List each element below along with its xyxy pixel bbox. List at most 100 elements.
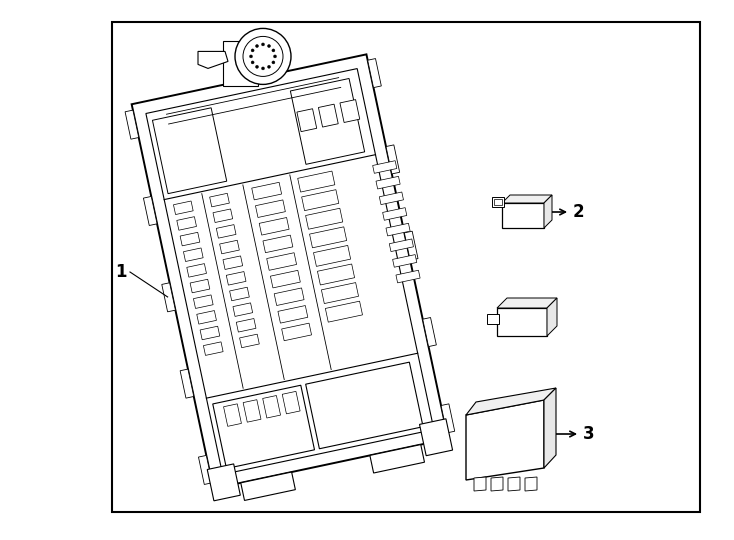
Polygon shape — [241, 472, 295, 501]
Polygon shape — [203, 342, 223, 355]
Polygon shape — [190, 279, 210, 293]
Polygon shape — [508, 477, 520, 491]
Polygon shape — [278, 306, 308, 323]
Polygon shape — [487, 314, 499, 324]
Polygon shape — [389, 239, 413, 252]
Polygon shape — [270, 271, 300, 288]
Polygon shape — [239, 334, 259, 348]
Polygon shape — [368, 58, 382, 87]
Polygon shape — [373, 161, 397, 173]
Polygon shape — [466, 388, 556, 415]
Polygon shape — [502, 203, 544, 228]
Polygon shape — [298, 171, 335, 192]
Polygon shape — [497, 298, 557, 308]
Polygon shape — [275, 288, 304, 306]
Polygon shape — [224, 404, 241, 426]
Polygon shape — [325, 301, 363, 322]
Polygon shape — [379, 192, 404, 205]
Polygon shape — [207, 464, 240, 501]
Polygon shape — [313, 245, 351, 266]
Polygon shape — [386, 145, 399, 174]
Polygon shape — [210, 193, 229, 207]
Polygon shape — [423, 318, 436, 347]
Polygon shape — [131, 55, 448, 489]
Polygon shape — [404, 231, 418, 260]
Polygon shape — [223, 256, 243, 269]
Polygon shape — [396, 270, 420, 283]
Circle shape — [267, 44, 271, 48]
Polygon shape — [305, 208, 343, 229]
Polygon shape — [291, 78, 365, 164]
Polygon shape — [259, 218, 289, 235]
Polygon shape — [153, 108, 227, 194]
Polygon shape — [184, 248, 203, 261]
Polygon shape — [252, 183, 282, 200]
Polygon shape — [282, 323, 311, 341]
Polygon shape — [441, 404, 454, 433]
Polygon shape — [243, 400, 261, 422]
Polygon shape — [219, 240, 239, 254]
Polygon shape — [494, 199, 502, 205]
Polygon shape — [200, 326, 219, 340]
Polygon shape — [125, 110, 139, 139]
Circle shape — [255, 44, 258, 48]
Polygon shape — [305, 362, 423, 449]
Polygon shape — [297, 109, 316, 132]
Polygon shape — [266, 253, 297, 271]
Polygon shape — [213, 209, 233, 222]
Polygon shape — [213, 385, 314, 469]
Polygon shape — [283, 392, 300, 414]
Circle shape — [267, 65, 271, 68]
Circle shape — [272, 61, 275, 64]
Polygon shape — [143, 197, 157, 226]
Polygon shape — [502, 195, 552, 203]
Polygon shape — [370, 444, 424, 473]
Circle shape — [255, 65, 258, 68]
Polygon shape — [236, 319, 256, 332]
Polygon shape — [466, 400, 544, 480]
Polygon shape — [382, 208, 407, 220]
Polygon shape — [186, 264, 206, 277]
Polygon shape — [497, 308, 547, 336]
Polygon shape — [180, 369, 194, 398]
Polygon shape — [223, 42, 258, 86]
Polygon shape — [340, 99, 360, 123]
Polygon shape — [230, 287, 250, 301]
Polygon shape — [263, 395, 280, 418]
Polygon shape — [491, 477, 503, 491]
Polygon shape — [263, 235, 293, 253]
Polygon shape — [525, 477, 537, 491]
Polygon shape — [177, 217, 197, 230]
Polygon shape — [474, 477, 486, 491]
Polygon shape — [146, 69, 434, 475]
Polygon shape — [302, 190, 339, 211]
Polygon shape — [194, 295, 213, 308]
Polygon shape — [255, 200, 286, 218]
Polygon shape — [173, 201, 193, 214]
Circle shape — [261, 43, 264, 46]
Polygon shape — [492, 197, 504, 207]
Polygon shape — [198, 455, 212, 484]
Polygon shape — [547, 298, 557, 336]
Polygon shape — [310, 227, 346, 248]
Polygon shape — [112, 22, 700, 512]
Polygon shape — [393, 254, 417, 267]
Text: 3: 3 — [583, 425, 595, 443]
Polygon shape — [321, 282, 358, 303]
Circle shape — [251, 49, 254, 52]
Polygon shape — [161, 283, 175, 312]
Polygon shape — [180, 232, 200, 246]
Polygon shape — [317, 264, 355, 285]
Polygon shape — [233, 303, 252, 316]
Text: 1: 1 — [115, 263, 127, 281]
Polygon shape — [544, 388, 556, 468]
Polygon shape — [386, 224, 410, 236]
Polygon shape — [319, 104, 338, 127]
Circle shape — [272, 49, 275, 52]
Polygon shape — [544, 195, 552, 228]
Text: 2: 2 — [573, 203, 584, 221]
Circle shape — [250, 55, 252, 58]
Polygon shape — [198, 51, 228, 69]
Polygon shape — [197, 310, 217, 324]
Polygon shape — [226, 272, 246, 285]
